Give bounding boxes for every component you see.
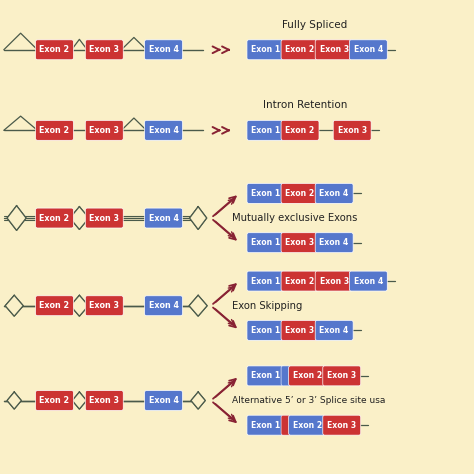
Text: Exon 4: Exon 4 (148, 396, 179, 405)
FancyBboxPatch shape (315, 40, 353, 60)
FancyBboxPatch shape (289, 415, 327, 435)
FancyBboxPatch shape (247, 233, 285, 253)
Polygon shape (72, 392, 86, 409)
FancyBboxPatch shape (315, 320, 353, 340)
Text: Exon 2: Exon 2 (293, 372, 322, 380)
FancyBboxPatch shape (281, 183, 319, 203)
Text: Mutually exclusive Exons: Mutually exclusive Exons (232, 213, 358, 223)
Text: Exon 4: Exon 4 (148, 301, 179, 310)
Text: Exon 3: Exon 3 (89, 301, 119, 310)
Text: Exon 2: Exon 2 (285, 189, 315, 198)
FancyBboxPatch shape (333, 120, 371, 140)
Text: Exon 3: Exon 3 (89, 214, 119, 222)
Text: Exon 1: Exon 1 (251, 238, 281, 247)
Text: Exon 4: Exon 4 (148, 126, 179, 135)
Polygon shape (70, 207, 89, 229)
Polygon shape (190, 207, 207, 229)
Text: Exon 4: Exon 4 (319, 326, 349, 335)
FancyBboxPatch shape (36, 120, 73, 140)
FancyBboxPatch shape (247, 415, 285, 435)
FancyBboxPatch shape (323, 415, 361, 435)
FancyBboxPatch shape (247, 183, 285, 203)
Text: Exon 1: Exon 1 (251, 189, 281, 198)
Text: Exon 2: Exon 2 (39, 214, 70, 222)
FancyBboxPatch shape (247, 366, 285, 386)
FancyBboxPatch shape (281, 320, 319, 340)
Text: Exon 3: Exon 3 (89, 126, 119, 135)
Text: Exon 4: Exon 4 (148, 214, 179, 222)
Text: Exon 3: Exon 3 (319, 46, 349, 54)
FancyBboxPatch shape (145, 120, 182, 140)
Polygon shape (5, 295, 23, 316)
FancyBboxPatch shape (85, 391, 123, 410)
FancyBboxPatch shape (247, 271, 285, 291)
Text: Fully Spliced: Fully Spliced (282, 20, 347, 30)
Text: Exon 2: Exon 2 (39, 46, 70, 54)
FancyBboxPatch shape (281, 40, 319, 60)
Text: Exon 3: Exon 3 (89, 46, 119, 54)
Text: Exon 2: Exon 2 (39, 301, 70, 310)
Polygon shape (191, 392, 205, 409)
Text: Exon 2: Exon 2 (39, 396, 70, 405)
Polygon shape (7, 392, 21, 409)
Text: Exon 4: Exon 4 (319, 238, 349, 247)
Text: Exon 1: Exon 1 (251, 421, 281, 429)
Text: Exon 3: Exon 3 (337, 126, 367, 135)
FancyBboxPatch shape (36, 391, 73, 410)
Polygon shape (189, 295, 207, 316)
FancyBboxPatch shape (85, 120, 123, 140)
FancyBboxPatch shape (315, 233, 353, 253)
Text: Exon 3: Exon 3 (319, 277, 349, 285)
FancyBboxPatch shape (36, 40, 73, 60)
Text: Exon 3: Exon 3 (327, 372, 356, 380)
FancyBboxPatch shape (247, 40, 285, 60)
Text: Exon 2: Exon 2 (285, 46, 315, 54)
FancyBboxPatch shape (247, 120, 285, 140)
Text: Exon 4: Exon 4 (319, 189, 349, 198)
FancyBboxPatch shape (281, 366, 292, 386)
FancyBboxPatch shape (85, 296, 123, 316)
Text: Exon 2: Exon 2 (285, 277, 315, 285)
Text: Alternative 5’ or 3’ Splice site usa: Alternative 5’ or 3’ Splice site usa (232, 396, 386, 405)
FancyBboxPatch shape (281, 415, 292, 435)
Text: Exon 3: Exon 3 (285, 238, 315, 247)
Text: Exon 1: Exon 1 (251, 46, 281, 54)
FancyBboxPatch shape (323, 366, 361, 386)
FancyBboxPatch shape (36, 208, 73, 228)
FancyBboxPatch shape (281, 120, 319, 140)
Text: Exon Skipping: Exon Skipping (232, 301, 302, 311)
Text: Intron Retention: Intron Retention (263, 100, 347, 110)
FancyBboxPatch shape (349, 271, 387, 291)
Polygon shape (7, 206, 26, 230)
Text: Exon 2: Exon 2 (285, 126, 315, 135)
FancyBboxPatch shape (145, 40, 182, 60)
FancyBboxPatch shape (289, 366, 327, 386)
Text: Exon 1: Exon 1 (251, 326, 281, 335)
FancyBboxPatch shape (315, 271, 353, 291)
FancyBboxPatch shape (36, 296, 73, 316)
Text: Exon 1: Exon 1 (251, 126, 281, 135)
FancyBboxPatch shape (315, 183, 353, 203)
Text: Exon 3: Exon 3 (285, 326, 315, 335)
Text: Exon 4: Exon 4 (354, 46, 383, 54)
Text: Exon 1: Exon 1 (251, 277, 281, 285)
Polygon shape (71, 295, 88, 316)
FancyBboxPatch shape (85, 40, 123, 60)
FancyBboxPatch shape (145, 296, 182, 316)
Text: Exon 3: Exon 3 (327, 421, 356, 429)
FancyBboxPatch shape (281, 271, 319, 291)
FancyBboxPatch shape (85, 208, 123, 228)
Text: Exon 2: Exon 2 (293, 421, 322, 429)
Text: Exon 3: Exon 3 (89, 396, 119, 405)
FancyBboxPatch shape (145, 391, 182, 410)
FancyBboxPatch shape (145, 208, 182, 228)
FancyBboxPatch shape (247, 320, 285, 340)
Text: Exon 1: Exon 1 (251, 372, 281, 380)
Text: Exon 4: Exon 4 (148, 46, 179, 54)
FancyBboxPatch shape (281, 233, 319, 253)
Text: Exon 4: Exon 4 (354, 277, 383, 285)
Text: Exon 2: Exon 2 (39, 126, 70, 135)
FancyBboxPatch shape (349, 40, 387, 60)
